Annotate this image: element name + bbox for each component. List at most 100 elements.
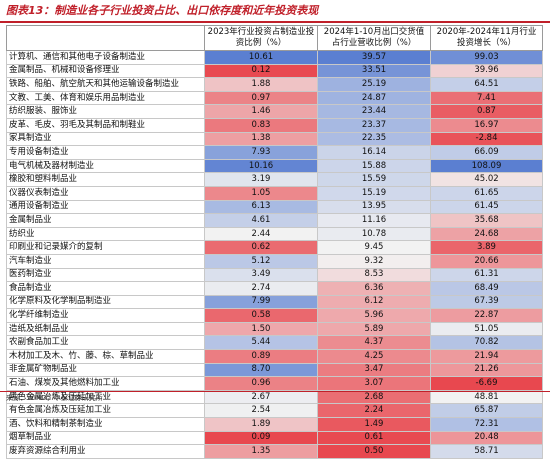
investment-growth-cell: 99.03	[430, 50, 543, 65]
export-ratio-cell: 3.07	[317, 376, 431, 391]
industry-name-cell: 通用设备制造业	[6, 199, 205, 215]
industry-name-cell: 石油、煤炭及其他燃料加工业	[6, 376, 205, 391]
investment-growth-cell: 64.51	[430, 77, 543, 92]
industry-name-cell: 化学原料及化学制品制造业	[6, 294, 205, 310]
industry-name-cell: 计算机、通信和其他电子设备制造业	[6, 50, 205, 65]
footer-divider	[0, 391, 550, 392]
industry-name-cell: 家具制造业	[6, 131, 205, 147]
investment-share-cell: 4.61	[204, 213, 318, 228]
investment-growth-cell: 24.68	[430, 226, 543, 242]
table-row: 文教、工美、体育和娱乐用品制造业 0.97 24.87 7.41	[6, 90, 543, 106]
industry-name-cell: 电气机械及器材制造业	[6, 158, 205, 174]
investment-share-cell: 0.89	[204, 349, 318, 364]
investment-share-cell: 1.89	[204, 417, 318, 432]
table-row: 木材加工及木、竹、藤、棕、草制品业 0.89 4.25 21.94	[6, 349, 543, 364]
export-ratio-cell: 33.51	[317, 63, 431, 79]
export-ratio-cell: 3.47	[317, 362, 431, 378]
investment-growth-cell: 0.87	[430, 104, 543, 119]
table-row: 计算机、通信和其他电子设备制造业 10.61 39.57 99.03	[6, 50, 543, 65]
table-row: 印刷业和记录媒介的复制 0.62 9.45 3.89	[6, 240, 543, 255]
export-ratio-cell: 4.25	[317, 349, 431, 364]
investment-growth-cell: 68.49	[430, 281, 543, 296]
source-note: 来源：WIND，中泰证券研究所	[6, 394, 103, 402]
investment-share-cell: 3.49	[204, 267, 318, 283]
table-row: 仪器仪表制造业 1.05 15.19 61.65	[6, 185, 543, 201]
table-row: 纺织服装、服饰业 1.46 23.44 0.87	[6, 104, 543, 119]
export-ratio-cell: 6.12	[317, 294, 431, 310]
investment-growth-cell: 67.39	[430, 294, 543, 310]
investment-growth-cell: 35.68	[430, 213, 543, 228]
header-investment-share: 2023年行业投资占制造业投资比例（%）	[204, 25, 318, 51]
investment-growth-cell: 7.41	[430, 90, 543, 106]
export-ratio-cell: 0.50	[317, 444, 431, 459]
investment-share-cell: 7.99	[204, 294, 318, 310]
export-ratio-cell: 15.19	[317, 185, 431, 201]
industry-name-cell: 金属制品、机械和设备修理业	[6, 63, 205, 79]
table-row: 烟草制品业 0.09 0.61 20.48	[6, 430, 543, 446]
investment-growth-cell: 20.48	[430, 430, 543, 446]
export-ratio-cell: 13.95	[317, 199, 431, 215]
industry-name-cell: 化学纤维制造业	[6, 308, 205, 323]
industry-name-cell: 食品制造业	[6, 281, 205, 296]
investment-share-cell: 1.88	[204, 77, 318, 92]
export-ratio-cell: 11.16	[317, 213, 431, 228]
investment-share-cell: 2.44	[204, 226, 318, 242]
export-ratio-cell: 9.32	[317, 253, 431, 269]
investment-growth-cell: 58.71	[430, 444, 543, 459]
industry-name-cell: 纺织服装、服饰业	[6, 104, 205, 119]
investment-share-cell: 0.83	[204, 117, 318, 133]
table-row: 造纸及纸制品业 1.50 5.89 51.05	[6, 321, 543, 337]
investment-share-cell: 7.93	[204, 145, 318, 160]
export-ratio-cell: 2.68	[317, 389, 431, 405]
industry-name-cell: 烟草制品业	[6, 430, 205, 446]
export-ratio-cell: 5.89	[317, 321, 431, 337]
export-ratio-cell: 6.36	[317, 281, 431, 296]
table-row: 纺织业 2.44 10.78 24.68	[6, 226, 543, 242]
investment-share-cell: 3.19	[204, 172, 318, 187]
investment-share-cell: 5.12	[204, 253, 318, 269]
investment-growth-cell: 45.02	[430, 172, 543, 187]
investment-growth-cell: -6.69	[430, 376, 543, 391]
investment-growth-cell: 61.31	[430, 267, 543, 283]
table-row: 医药制造业 3.49 8.53 61.31	[6, 267, 543, 283]
table-row: 石油、煤炭及其他燃料加工业 0.96 3.07 -6.69	[6, 376, 543, 391]
investment-share-cell: 10.61	[204, 50, 318, 65]
industry-name-cell: 印刷业和记录媒介的复制	[6, 240, 205, 255]
investment-share-cell: 2.67	[204, 389, 318, 405]
table-row: 铁路、船舶、航空航天和其他运输设备制造业 1.88 25.19 64.51	[6, 77, 543, 92]
export-ratio-cell: 25.19	[317, 77, 431, 92]
table-row: 金属制品、机械和设备修理业 0.12 33.51 39.96	[6, 63, 543, 79]
investment-growth-cell: 72.31	[430, 417, 543, 432]
investment-growth-cell: 21.26	[430, 362, 543, 378]
export-ratio-cell: 22.35	[317, 131, 431, 147]
table-row: 橡胶和塑料制品业 3.19 15.59 45.02	[6, 172, 543, 187]
industry-name-cell: 废弃资源综合利用业	[6, 444, 205, 459]
table-row: 化学原料及化学制品制造业 7.99 6.12 67.39	[6, 294, 543, 310]
investment-growth-cell: 70.82	[430, 335, 543, 351]
investment-growth-cell: 51.05	[430, 321, 543, 337]
investment-growth-cell: 39.96	[430, 63, 543, 79]
table-row: 食品制造业 2.74 6.36 68.49	[6, 281, 543, 296]
header-export-ratio: 2024年1-10月出口交货值占行业营收比例（%）	[317, 25, 431, 51]
industry-name-cell: 铁路、船舶、航空航天和其他运输设备制造业	[6, 77, 205, 92]
industry-name-cell: 酒、饮料和精制茶制造业	[6, 417, 205, 432]
table-row: 金属制品业 4.61 11.16 35.68	[6, 213, 543, 228]
table-row: 酒、饮料和精制茶制造业 1.89 1.49 72.31	[6, 417, 543, 432]
investment-growth-cell: 22.87	[430, 308, 543, 323]
investment-share-cell: 0.09	[204, 430, 318, 446]
investment-growth-cell: -2.84	[430, 131, 543, 147]
table-row: 专用设备制造业 7.93 16.14 66.09	[6, 145, 543, 160]
industry-name-cell: 皮革、毛皮、羽毛及其制品和制鞋业	[6, 117, 205, 133]
export-ratio-cell: 15.88	[317, 158, 431, 174]
header-industry	[6, 25, 205, 51]
investment-growth-cell: 108.09	[430, 158, 543, 174]
header-investment-growth: 2020年-2024年11月行业投资增长（%）	[430, 25, 543, 51]
figure-title: 图表13：制造业各子行业投资占比、出口依存度和近年投资表现	[6, 4, 319, 17]
investment-growth-cell: 16.97	[430, 117, 543, 133]
export-ratio-cell: 5.96	[317, 308, 431, 323]
export-ratio-cell: 23.44	[317, 104, 431, 119]
investment-growth-cell: 48.81	[430, 389, 543, 405]
investment-share-cell: 0.62	[204, 240, 318, 255]
industry-name-cell: 医药制造业	[6, 267, 205, 283]
investment-share-cell: 1.46	[204, 104, 318, 119]
